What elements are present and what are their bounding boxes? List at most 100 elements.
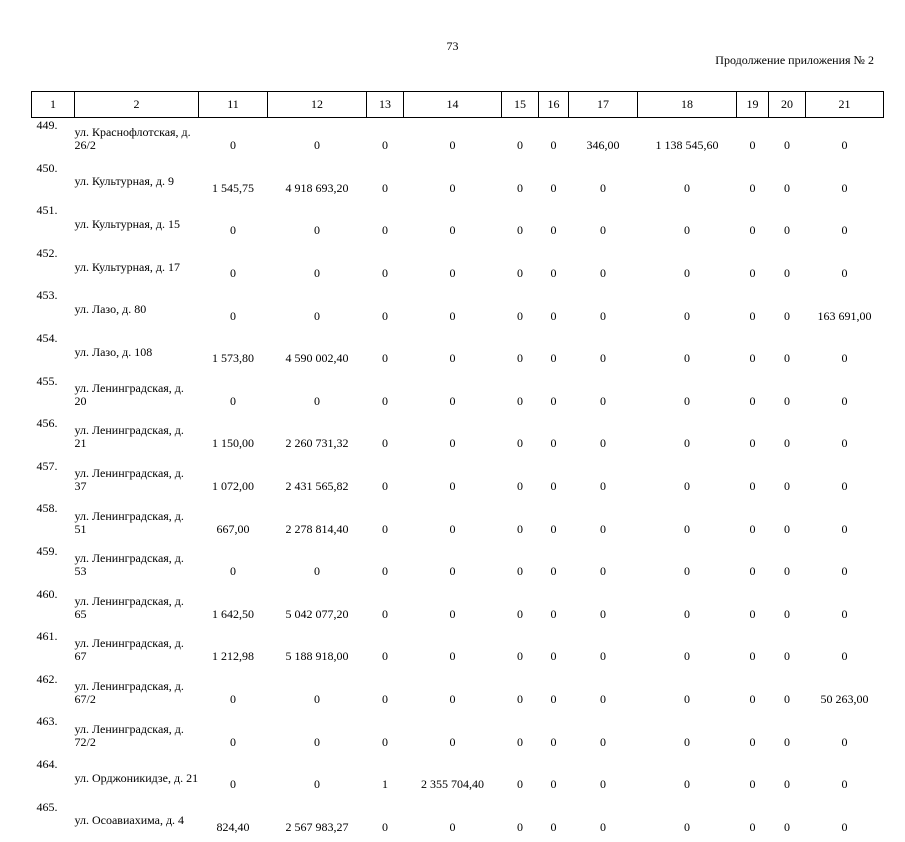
value-cell-15: 0 bbox=[502, 629, 539, 672]
value-cell-11: 0 bbox=[199, 714, 268, 757]
value-cell-17: 0 bbox=[569, 459, 638, 502]
value-cell-17: 0 bbox=[569, 544, 638, 587]
value-cell-19: 0 bbox=[737, 118, 769, 161]
value-cell-16: 0 bbox=[539, 246, 569, 289]
value-cell-11: 824,40 bbox=[199, 800, 268, 842]
value-cell-18: 0 bbox=[638, 416, 737, 459]
value-cell-18: 0 bbox=[638, 757, 737, 800]
row-number: 454. bbox=[32, 331, 75, 374]
row-number: 462. bbox=[32, 672, 75, 715]
address-cell: ул. Ленинградская, д. 37 bbox=[75, 459, 199, 502]
row-number: 453. bbox=[32, 288, 75, 331]
value-cell-17: 0 bbox=[569, 757, 638, 800]
value-cell-19: 0 bbox=[737, 246, 769, 289]
value-cell-12: 5 042 077,20 bbox=[268, 587, 367, 630]
value-cell-15: 0 bbox=[502, 416, 539, 459]
value-cell-14: 0 bbox=[404, 587, 502, 630]
value-cell-14: 0 bbox=[404, 629, 502, 672]
value-cell-16: 0 bbox=[539, 331, 569, 374]
value-cell-13: 0 bbox=[367, 288, 404, 331]
value-cell-15: 0 bbox=[502, 800, 539, 842]
value-cell-17: 0 bbox=[569, 246, 638, 289]
value-cell-12: 0 bbox=[268, 544, 367, 587]
value-cell-17: 0 bbox=[569, 672, 638, 715]
value-cell-11: 0 bbox=[199, 544, 268, 587]
value-cell-12: 0 bbox=[268, 714, 367, 757]
value-cell-14: 0 bbox=[404, 800, 502, 842]
value-cell-17: 0 bbox=[569, 501, 638, 544]
value-cell-12: 0 bbox=[268, 118, 367, 161]
value-cell-15: 0 bbox=[502, 714, 539, 757]
value-cell-21: 0 bbox=[806, 203, 884, 246]
value-cell-14: 0 bbox=[404, 459, 502, 502]
row-number: 457. bbox=[32, 459, 75, 502]
value-cell-20: 0 bbox=[769, 459, 806, 502]
value-cell-14: 0 bbox=[404, 288, 502, 331]
value-cell-14: 0 bbox=[404, 501, 502, 544]
value-cell-21: 0 bbox=[806, 459, 884, 502]
address-cell: ул. Ленинградская, д. 21 bbox=[75, 416, 199, 459]
value-cell-18: 0 bbox=[638, 714, 737, 757]
value-cell-19: 0 bbox=[737, 587, 769, 630]
value-cell-20: 0 bbox=[769, 800, 806, 842]
value-cell-20: 0 bbox=[769, 501, 806, 544]
value-cell-20: 0 bbox=[769, 288, 806, 331]
value-cell-12: 0 bbox=[268, 672, 367, 715]
row-number: 449. bbox=[32, 118, 75, 161]
value-cell-18: 0 bbox=[638, 161, 737, 204]
row-number: 464. bbox=[32, 757, 75, 800]
value-cell-16: 0 bbox=[539, 118, 569, 161]
row-number: 465. bbox=[32, 800, 75, 842]
value-cell-15: 0 bbox=[502, 757, 539, 800]
value-cell-14: 0 bbox=[404, 544, 502, 587]
value-cell-14: 0 bbox=[404, 246, 502, 289]
value-cell-21: 0 bbox=[806, 714, 884, 757]
value-cell-11: 0 bbox=[199, 288, 268, 331]
value-cell-21: 0 bbox=[806, 800, 884, 842]
value-cell-19: 0 bbox=[737, 544, 769, 587]
value-cell-19: 0 bbox=[737, 714, 769, 757]
value-cell-16: 0 bbox=[539, 459, 569, 502]
value-cell-21: 163 691,00 bbox=[806, 288, 884, 331]
value-cell-11: 1 545,75 bbox=[199, 161, 268, 204]
value-cell-17: 0 bbox=[569, 629, 638, 672]
value-cell-13: 0 bbox=[367, 672, 404, 715]
value-cell-12: 5 188 918,00 bbox=[268, 629, 367, 672]
value-cell-13: 0 bbox=[367, 714, 404, 757]
value-cell-15: 0 bbox=[502, 161, 539, 204]
value-cell-20: 0 bbox=[769, 246, 806, 289]
value-cell-18: 0 bbox=[638, 459, 737, 502]
value-cell-19: 0 bbox=[737, 374, 769, 417]
value-cell-20: 0 bbox=[769, 714, 806, 757]
value-cell-17: 0 bbox=[569, 203, 638, 246]
value-cell-21: 0 bbox=[806, 757, 884, 800]
column-header: 14 bbox=[404, 92, 502, 118]
value-cell-20: 0 bbox=[769, 161, 806, 204]
value-cell-15: 0 bbox=[502, 459, 539, 502]
value-cell-12: 4 918 693,20 bbox=[268, 161, 367, 204]
value-cell-14: 0 bbox=[404, 331, 502, 374]
column-header: 11 bbox=[199, 92, 268, 118]
value-cell-19: 0 bbox=[737, 629, 769, 672]
value-cell-20: 0 bbox=[769, 374, 806, 417]
value-cell-12: 2 260 731,32 bbox=[268, 416, 367, 459]
value-cell-19: 0 bbox=[737, 757, 769, 800]
value-cell-16: 0 bbox=[539, 374, 569, 417]
column-header: 12 bbox=[268, 92, 367, 118]
value-cell-14: 0 bbox=[404, 416, 502, 459]
column-header: 1 bbox=[32, 92, 75, 118]
value-cell-20: 0 bbox=[769, 544, 806, 587]
address-cell: ул. Культурная, д. 17 bbox=[75, 246, 199, 289]
value-cell-18: 0 bbox=[638, 203, 737, 246]
value-cell-13: 1 bbox=[367, 757, 404, 800]
row-number: 461. bbox=[32, 629, 75, 672]
value-cell-16: 0 bbox=[539, 416, 569, 459]
value-cell-17: 0 bbox=[569, 161, 638, 204]
